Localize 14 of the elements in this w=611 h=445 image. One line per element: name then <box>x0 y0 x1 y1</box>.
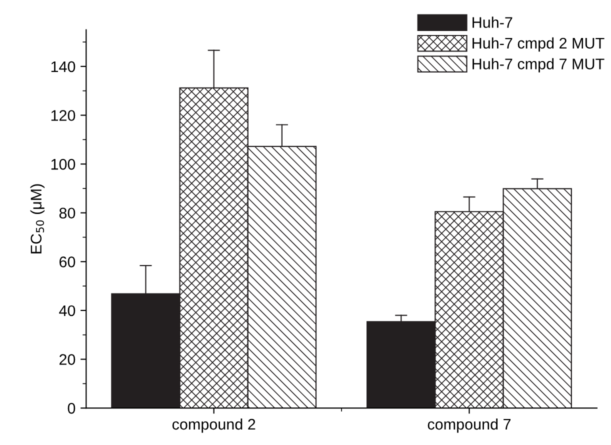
x-tick-label: compound 2 <box>172 418 256 433</box>
legend-label: Huh-7 cmpd 7 MUT <box>472 58 604 72</box>
y-tick-label: 0 <box>68 402 76 414</box>
legend-label: Huh-7 cmpd 2 MUT <box>472 37 604 52</box>
y-tick-label: 80 <box>59 208 76 219</box>
y-tick-label: 20 <box>60 354 76 365</box>
y-tick-label: 140 <box>51 61 76 72</box>
legend-label: Huh-7 <box>472 16 512 28</box>
y-tick-label: 120 <box>51 110 76 121</box>
y-axis-title: EC$_{50}$ (μM) <box>30 184 45 254</box>
y-tick-label: 100 <box>51 158 76 170</box>
y-tick-label: 60 <box>60 256 76 268</box>
x-tick-label: compound 7 <box>428 418 511 433</box>
y-tick-label: 40 <box>59 305 76 316</box>
